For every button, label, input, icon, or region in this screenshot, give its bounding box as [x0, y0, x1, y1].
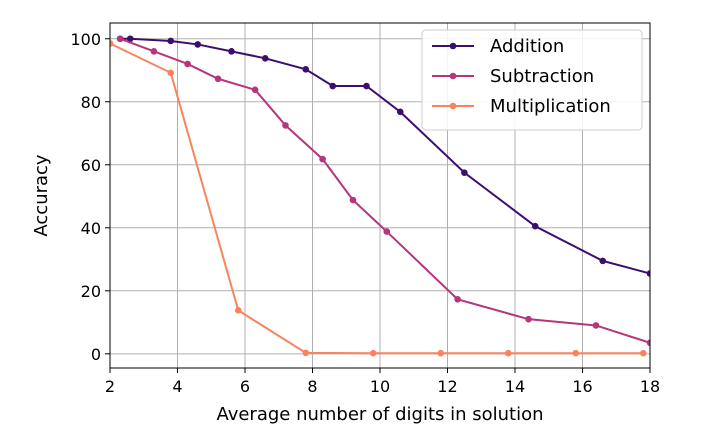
legend-box [421, 29, 643, 131]
y-axis-label: Accuracy [31, 154, 52, 237]
data-point [454, 296, 461, 303]
x-tick-label: 12 [437, 377, 457, 396]
data-point [349, 196, 357, 204]
x-tick-label: 16 [572, 377, 592, 396]
legend-marker [449, 72, 457, 80]
x-tick-label: 18 [640, 377, 660, 396]
legend-label: Multiplication [490, 96, 611, 117]
y-tick-label: 80 [81, 93, 101, 112]
data-point [126, 35, 134, 43]
legend-marker [449, 102, 457, 110]
x-tick-label: 14 [505, 377, 525, 396]
legend-label: Subtraction [490, 66, 594, 87]
data-point [646, 270, 650, 277]
data-point [639, 349, 647, 357]
data-point [383, 228, 391, 235]
legend-label: Addition [490, 36, 564, 57]
legend: Addition Subtraction Multiplication [421, 29, 643, 131]
series-subtraction [116, 35, 650, 347]
data-point [396, 108, 404, 116]
series-multiplication [110, 40, 647, 357]
data-point [363, 82, 370, 90]
legend-marker [449, 42, 457, 50]
data-point [234, 307, 242, 314]
data-point [116, 35, 124, 43]
data-point [150, 48, 158, 55]
series-line [120, 37, 650, 275]
data-point [437, 349, 445, 357]
series-layer [110, 35, 650, 357]
x-tick-label: 4 [172, 377, 182, 396]
data-point [110, 40, 114, 47]
axis-ticks: 2 4 6 8 10 12 14 16 18 0 20 40 60 80 100 [70, 30, 660, 396]
data-point [167, 69, 175, 77]
x-tick-label: 8 [307, 377, 317, 396]
data-point [302, 349, 310, 357]
data-point [599, 257, 607, 265]
data-point [319, 155, 326, 163]
y-tick-label: 60 [81, 156, 101, 175]
y-tick-label: 40 [81, 219, 101, 238]
data-point [572, 349, 580, 357]
data-point [329, 82, 337, 90]
data-point [302, 66, 310, 73]
data-point [592, 322, 600, 329]
data-point [461, 169, 468, 176]
data-point [228, 48, 235, 55]
data-point [194, 41, 202, 48]
data-point [282, 122, 289, 129]
x-axis-label: Average number of digits in solution [216, 404, 543, 425]
data-point [167, 37, 175, 45]
y-tick-label: 0 [91, 345, 101, 364]
x-tick-label: 10 [370, 377, 390, 396]
data-point [214, 75, 222, 83]
data-point [531, 222, 539, 230]
x-tick-label: 6 [240, 377, 250, 396]
data-point [646, 339, 650, 347]
x-tick-label: 2 [105, 377, 115, 396]
data-point [261, 54, 269, 62]
y-tick-label: 20 [81, 282, 101, 301]
y-tick-label: 100 [70, 30, 101, 49]
data-point [251, 86, 259, 94]
data-point [504, 349, 512, 357]
data-point [369, 349, 377, 357]
data-point [525, 315, 532, 323]
data-point [184, 60, 191, 68]
